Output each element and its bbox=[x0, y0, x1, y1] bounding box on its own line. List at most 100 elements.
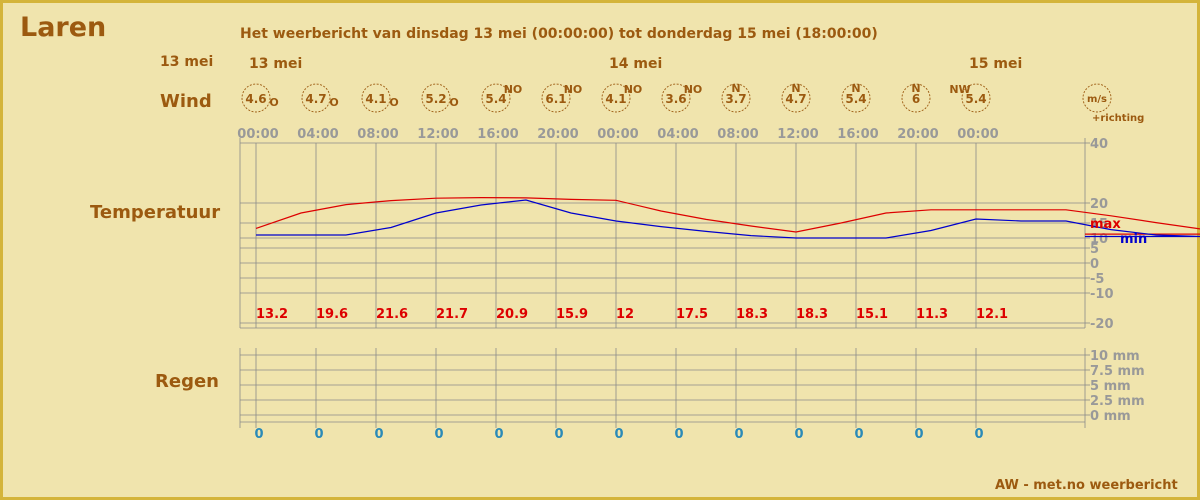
wind-circle bbox=[601, 83, 631, 113]
rain-tick-label: 7.5 mm bbox=[1090, 364, 1145, 379]
wind-direction-label: NO bbox=[684, 83, 703, 96]
max-value-label: 21.6 bbox=[376, 307, 408, 322]
wind-direction-label: O bbox=[269, 96, 278, 109]
wind-speed-label: 4.7 bbox=[785, 92, 806, 106]
wind-speed-label: 3.6 bbox=[665, 92, 686, 106]
forecast-period: Het weerbericht van dinsdag 13 mei (00:0… bbox=[240, 26, 878, 42]
rain-value-label: 0 bbox=[314, 427, 323, 442]
max-value-label: 17.5 bbox=[676, 307, 708, 322]
wind-direction-label: N bbox=[791, 82, 800, 95]
rain-value-label: 0 bbox=[674, 427, 683, 442]
rain-value-label: 0 bbox=[854, 427, 863, 442]
rain-tick-label: 2.5 mm bbox=[1090, 394, 1145, 409]
wind-direction-label: O bbox=[389, 96, 398, 109]
max-value-label: 15.9 bbox=[556, 307, 588, 322]
wind-circle bbox=[421, 83, 451, 113]
max-value-label: 13.2 bbox=[256, 307, 288, 322]
day-label: 14 mei bbox=[609, 56, 662, 72]
max-value-label: 21.7 bbox=[436, 307, 468, 322]
rain-value-label: 0 bbox=[554, 427, 563, 442]
max-value-label: 19.6 bbox=[316, 307, 348, 322]
time-tick-label: 04:00 bbox=[657, 127, 698, 142]
max-value-label: 18.3 bbox=[736, 307, 768, 322]
wind-circle bbox=[661, 83, 691, 113]
rain-tick-label: 5 mm bbox=[1090, 379, 1131, 394]
time-tick-label: 20:00 bbox=[537, 127, 578, 142]
wind-direction-label: N bbox=[911, 82, 920, 95]
day-label: 15 mei bbox=[969, 56, 1022, 72]
legend-max: max bbox=[1090, 217, 1121, 232]
source-credit: AW - met.no weerbericht bbox=[995, 478, 1178, 493]
wind-circle bbox=[721, 83, 751, 113]
rain-value-label: 0 bbox=[374, 427, 383, 442]
temperature-row-label: Temperatuur bbox=[90, 202, 221, 223]
temp-tick-label: 20 bbox=[1090, 197, 1108, 212]
rain-value-label: 0 bbox=[734, 427, 743, 442]
max-value-label: 12.1 bbox=[976, 307, 1008, 322]
max-value-label: 18.3 bbox=[796, 307, 828, 322]
rain-value-label: 0 bbox=[974, 427, 983, 442]
rain-row-label: Regen bbox=[155, 371, 219, 392]
wind-circle bbox=[301, 83, 331, 113]
time-tick-label: 00:00 bbox=[237, 127, 278, 142]
wind-direction-label: NO bbox=[504, 83, 523, 96]
first-date-label: 13 mei bbox=[160, 54, 214, 70]
temp-tick-label: 10 bbox=[1090, 232, 1108, 247]
wind-direction-label: N bbox=[731, 82, 740, 95]
wind-circle bbox=[361, 83, 391, 113]
time-tick-label: 08:00 bbox=[717, 127, 758, 142]
temp-tick-label: 0 bbox=[1090, 257, 1099, 272]
rain-value-label: 0 bbox=[494, 427, 503, 442]
wind-circle bbox=[781, 83, 811, 113]
max-value-label: 15.1 bbox=[856, 307, 888, 322]
wind-speed-label: 5.4 bbox=[965, 92, 986, 106]
wind-circle bbox=[901, 83, 931, 113]
time-tick-label: 16:00 bbox=[837, 127, 878, 142]
wind-direction-label: NO bbox=[624, 83, 643, 96]
wind-direction-label: O bbox=[329, 96, 338, 109]
temp-tick-label: -20 bbox=[1090, 317, 1114, 332]
wind-unit-circle bbox=[1082, 83, 1112, 113]
time-tick-label: 08:00 bbox=[357, 127, 398, 142]
wind-speed-label: 5.4 bbox=[485, 92, 506, 106]
time-tick-label: 20:00 bbox=[897, 127, 938, 142]
wind-speed-label: 5.4 bbox=[845, 92, 866, 106]
wind-direction-label: O bbox=[449, 96, 458, 109]
rain-value-label: 0 bbox=[914, 427, 923, 442]
rain-tick-label: 10 mm bbox=[1090, 349, 1140, 364]
wind-speed-label: 6 bbox=[912, 92, 920, 106]
wind-direction-label: N bbox=[851, 82, 860, 95]
wind-circle bbox=[241, 83, 271, 113]
wind-direction-label: NW bbox=[949, 83, 970, 96]
wind-unit-label: m/s bbox=[1087, 94, 1107, 105]
time-tick-label: 12:00 bbox=[777, 127, 818, 142]
temp-tick-label: 40 bbox=[1090, 137, 1108, 152]
wind-speed-label: 4.6 bbox=[245, 92, 266, 106]
wind-circle bbox=[841, 83, 871, 113]
time-tick-label: 12:00 bbox=[417, 127, 458, 142]
legend-min: min bbox=[1120, 232, 1147, 247]
max-value-label: 12 bbox=[616, 307, 634, 322]
max-value-label: 11.3 bbox=[916, 307, 948, 322]
wind-speed-label: 4.7 bbox=[305, 92, 326, 106]
wind-speed-label: 3.7 bbox=[725, 92, 746, 106]
rain-value-label: 0 bbox=[614, 427, 623, 442]
wind-speed-label: 6.1 bbox=[545, 92, 566, 106]
day-label: 13 mei bbox=[249, 56, 302, 72]
wind-direction-label: NO bbox=[564, 83, 583, 96]
rain-value-label: 0 bbox=[794, 427, 803, 442]
wind-unit-note: +richting bbox=[1092, 113, 1144, 124]
temp-tick-label: -10 bbox=[1090, 287, 1114, 302]
max-value-label: 20.9 bbox=[496, 307, 528, 322]
wind-speed-label: 5.2 bbox=[425, 92, 446, 106]
temp-line-max bbox=[255, 196, 1200, 235]
rain-value-label: 0 bbox=[434, 427, 443, 442]
wind-speed-label: 4.1 bbox=[605, 92, 626, 106]
wind-circle bbox=[961, 83, 991, 113]
temp-line-min bbox=[256, 199, 1200, 239]
rain-value-label: 0 bbox=[254, 427, 263, 442]
time-tick-label: 00:00 bbox=[597, 127, 638, 142]
temp-tick-label: 5 bbox=[1090, 242, 1099, 257]
wind-circle bbox=[481, 83, 511, 113]
